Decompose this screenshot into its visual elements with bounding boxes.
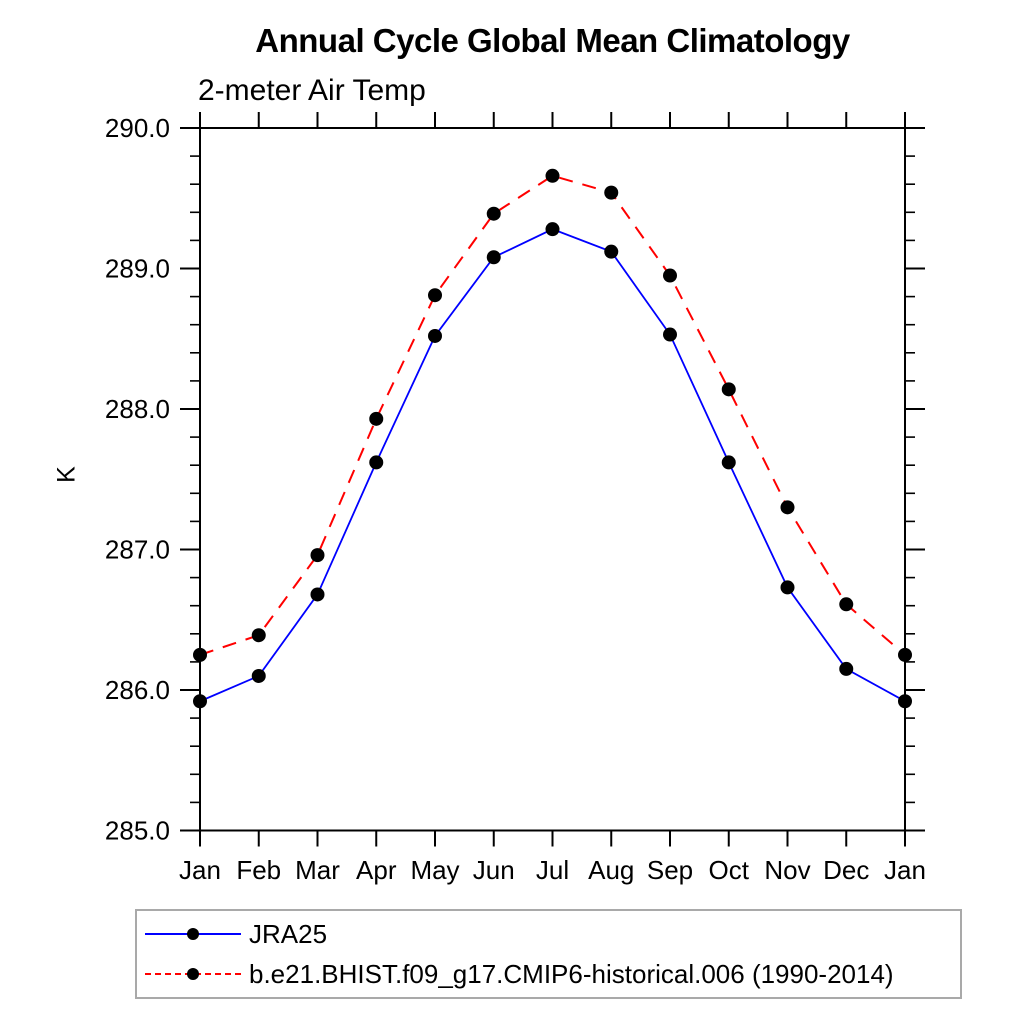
- x-tick-label: Apr: [356, 855, 397, 885]
- data-point: [839, 597, 854, 612]
- data-point: [780, 500, 795, 515]
- data-point: [193, 647, 207, 662]
- x-tick-label: Dec: [823, 855, 869, 885]
- series-line-1: [199, 174, 906, 656]
- data-point: [251, 628, 266, 643]
- x-tick-label: Feb: [236, 855, 281, 885]
- y-tick-label: 286.0: [105, 675, 170, 705]
- series-line-0: [199, 228, 906, 703]
- x-tick-label: Jul: [536, 855, 569, 885]
- data-point: [369, 455, 384, 470]
- data-point: [545, 168, 560, 183]
- y-tick-label: 289.0: [105, 254, 170, 284]
- data-point: [428, 288, 442, 303]
- data-point: [369, 411, 384, 426]
- legend-marker-dot-icon: [187, 968, 199, 980]
- y-tick-label: 288.0: [105, 394, 170, 424]
- legend-entry-cmip6: b.e21.BHIST.f09_g17.CMIP6-historical.006…: [137, 958, 960, 990]
- data-point: [898, 647, 912, 662]
- legend-marker-dot-icon: [187, 928, 199, 940]
- x-tick-label: Mar: [295, 855, 340, 885]
- legend-label: b.e21.BHIST.f09_g17.CMIP6-historical.006…: [249, 958, 894, 989]
- y-tick-label: 287.0: [105, 535, 170, 565]
- x-tick-label: Aug: [588, 855, 634, 885]
- data-point: [251, 668, 266, 683]
- chart-title: Annual Cycle Global Mean Climatology: [255, 22, 850, 59]
- data-point: [545, 222, 560, 237]
- x-tick-label: Sep: [647, 855, 693, 885]
- data-point: [310, 587, 325, 602]
- legend-box: JRA25 b.e21.BHIST.f09_g17.CMIP6-historic…: [135, 909, 962, 999]
- x-tick-label: Oct: [709, 855, 750, 885]
- legend-sample-dashed-line: [145, 967, 241, 981]
- data-point: [310, 548, 325, 563]
- legend-sample-solid-line: [145, 927, 241, 941]
- data-point: [604, 244, 619, 259]
- data-point: [721, 455, 736, 470]
- data-point: [486, 206, 501, 221]
- legend-entry-jra25: JRA25: [137, 918, 960, 950]
- data-point: [663, 268, 677, 283]
- data-point: [486, 250, 501, 265]
- x-tick-label: Jan: [179, 855, 221, 885]
- data-point: [604, 185, 619, 200]
- data-point: [721, 382, 736, 397]
- data-point: [428, 328, 442, 343]
- data-point: [839, 661, 854, 676]
- y-tick-label: 290.0: [105, 113, 170, 143]
- data-point: [898, 694, 912, 709]
- data-point: [780, 580, 795, 595]
- chart-subtitle: 2-meter Air Temp: [198, 74, 426, 107]
- x-tick-label: Jun: [473, 855, 515, 885]
- x-tick-label: Nov: [764, 855, 810, 885]
- x-tick-label: May: [410, 855, 459, 885]
- legend-label: JRA25: [249, 918, 328, 949]
- data-point: [663, 327, 677, 342]
- data-point: [193, 694, 207, 709]
- x-tick-label: Jan: [884, 855, 926, 885]
- y-tick-label: 285.0: [105, 816, 170, 846]
